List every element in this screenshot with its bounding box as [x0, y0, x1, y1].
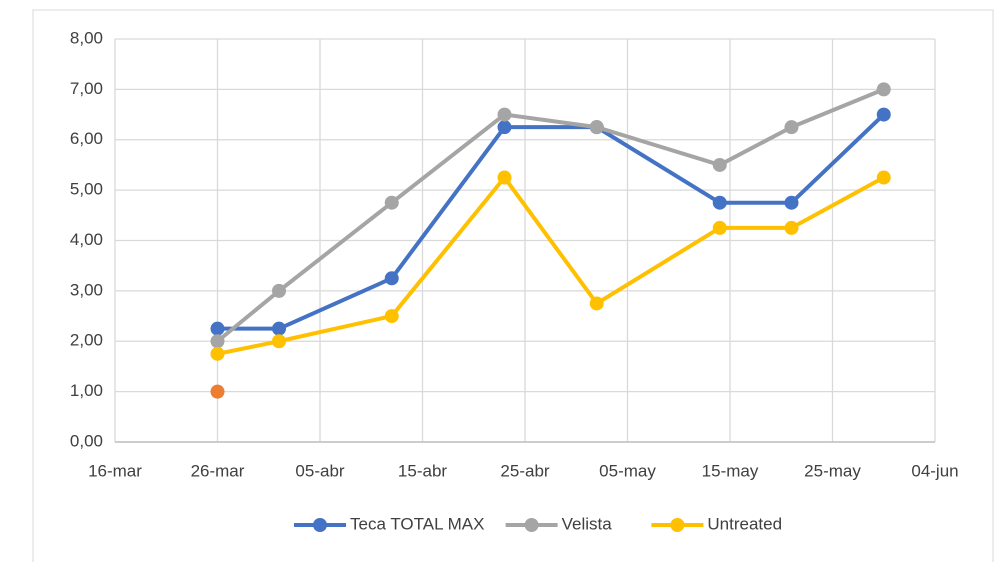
- legend-label: Teca TOTAL MAX: [350, 514, 484, 533]
- legend-marker: [313, 518, 327, 532]
- x-tick-label: 15-abr: [398, 461, 447, 480]
- point: [784, 120, 799, 135]
- point: [272, 321, 286, 336]
- point: [272, 334, 286, 349]
- legend-marker: [524, 518, 539, 532]
- y-tick-label: 8,00: [70, 28, 103, 47]
- point: [589, 120, 604, 135]
- point: [876, 107, 891, 122]
- point: [712, 157, 727, 172]
- y-tick-label: 1,00: [70, 381, 103, 400]
- point: [384, 271, 399, 286]
- series-line: [217, 113, 886, 331]
- x-tick-label: 04-jun: [911, 461, 958, 480]
- point: [876, 82, 891, 97]
- x-tick-label: 26-mar: [191, 461, 245, 480]
- point: [210, 384, 225, 399]
- x-tick-label: 16-mar: [88, 461, 142, 480]
- point: [210, 346, 225, 361]
- x-tick-label: 25-may: [804, 461, 861, 480]
- point: [272, 283, 286, 298]
- point: [497, 107, 512, 122]
- y-tick-label: 4,00: [70, 230, 103, 249]
- y-tick-label: 0,00: [70, 431, 103, 450]
- point: [497, 120, 512, 135]
- x-tick-label: 15-may: [702, 461, 759, 480]
- point: [384, 309, 399, 324]
- point: [712, 195, 727, 210]
- series-line: [217, 175, 885, 356]
- x-tick-label: 05-abr: [295, 461, 344, 480]
- y-tick-label: 5,00: [70, 180, 103, 199]
- point: [784, 220, 799, 235]
- y-tick-label: 3,00: [70, 280, 103, 299]
- point: [497, 170, 512, 185]
- legend-label: Velista: [562, 514, 613, 533]
- y-tick-label: 6,00: [70, 129, 103, 148]
- x-tick-label: 25-abr: [500, 461, 549, 480]
- point: [384, 195, 399, 210]
- point: [784, 195, 799, 210]
- point: [589, 296, 604, 311]
- point: [876, 170, 891, 185]
- y-tick-label: 2,00: [70, 331, 103, 350]
- legend-marker: [670, 518, 685, 532]
- point: [712, 220, 727, 235]
- series-line: [216, 87, 885, 343]
- point: [210, 334, 225, 349]
- point: [210, 321, 225, 336]
- legend-label: Untreated: [707, 514, 782, 533]
- y-tick-label: 7,00: [70, 79, 103, 98]
- x-tick-label: 05-may: [599, 461, 656, 480]
